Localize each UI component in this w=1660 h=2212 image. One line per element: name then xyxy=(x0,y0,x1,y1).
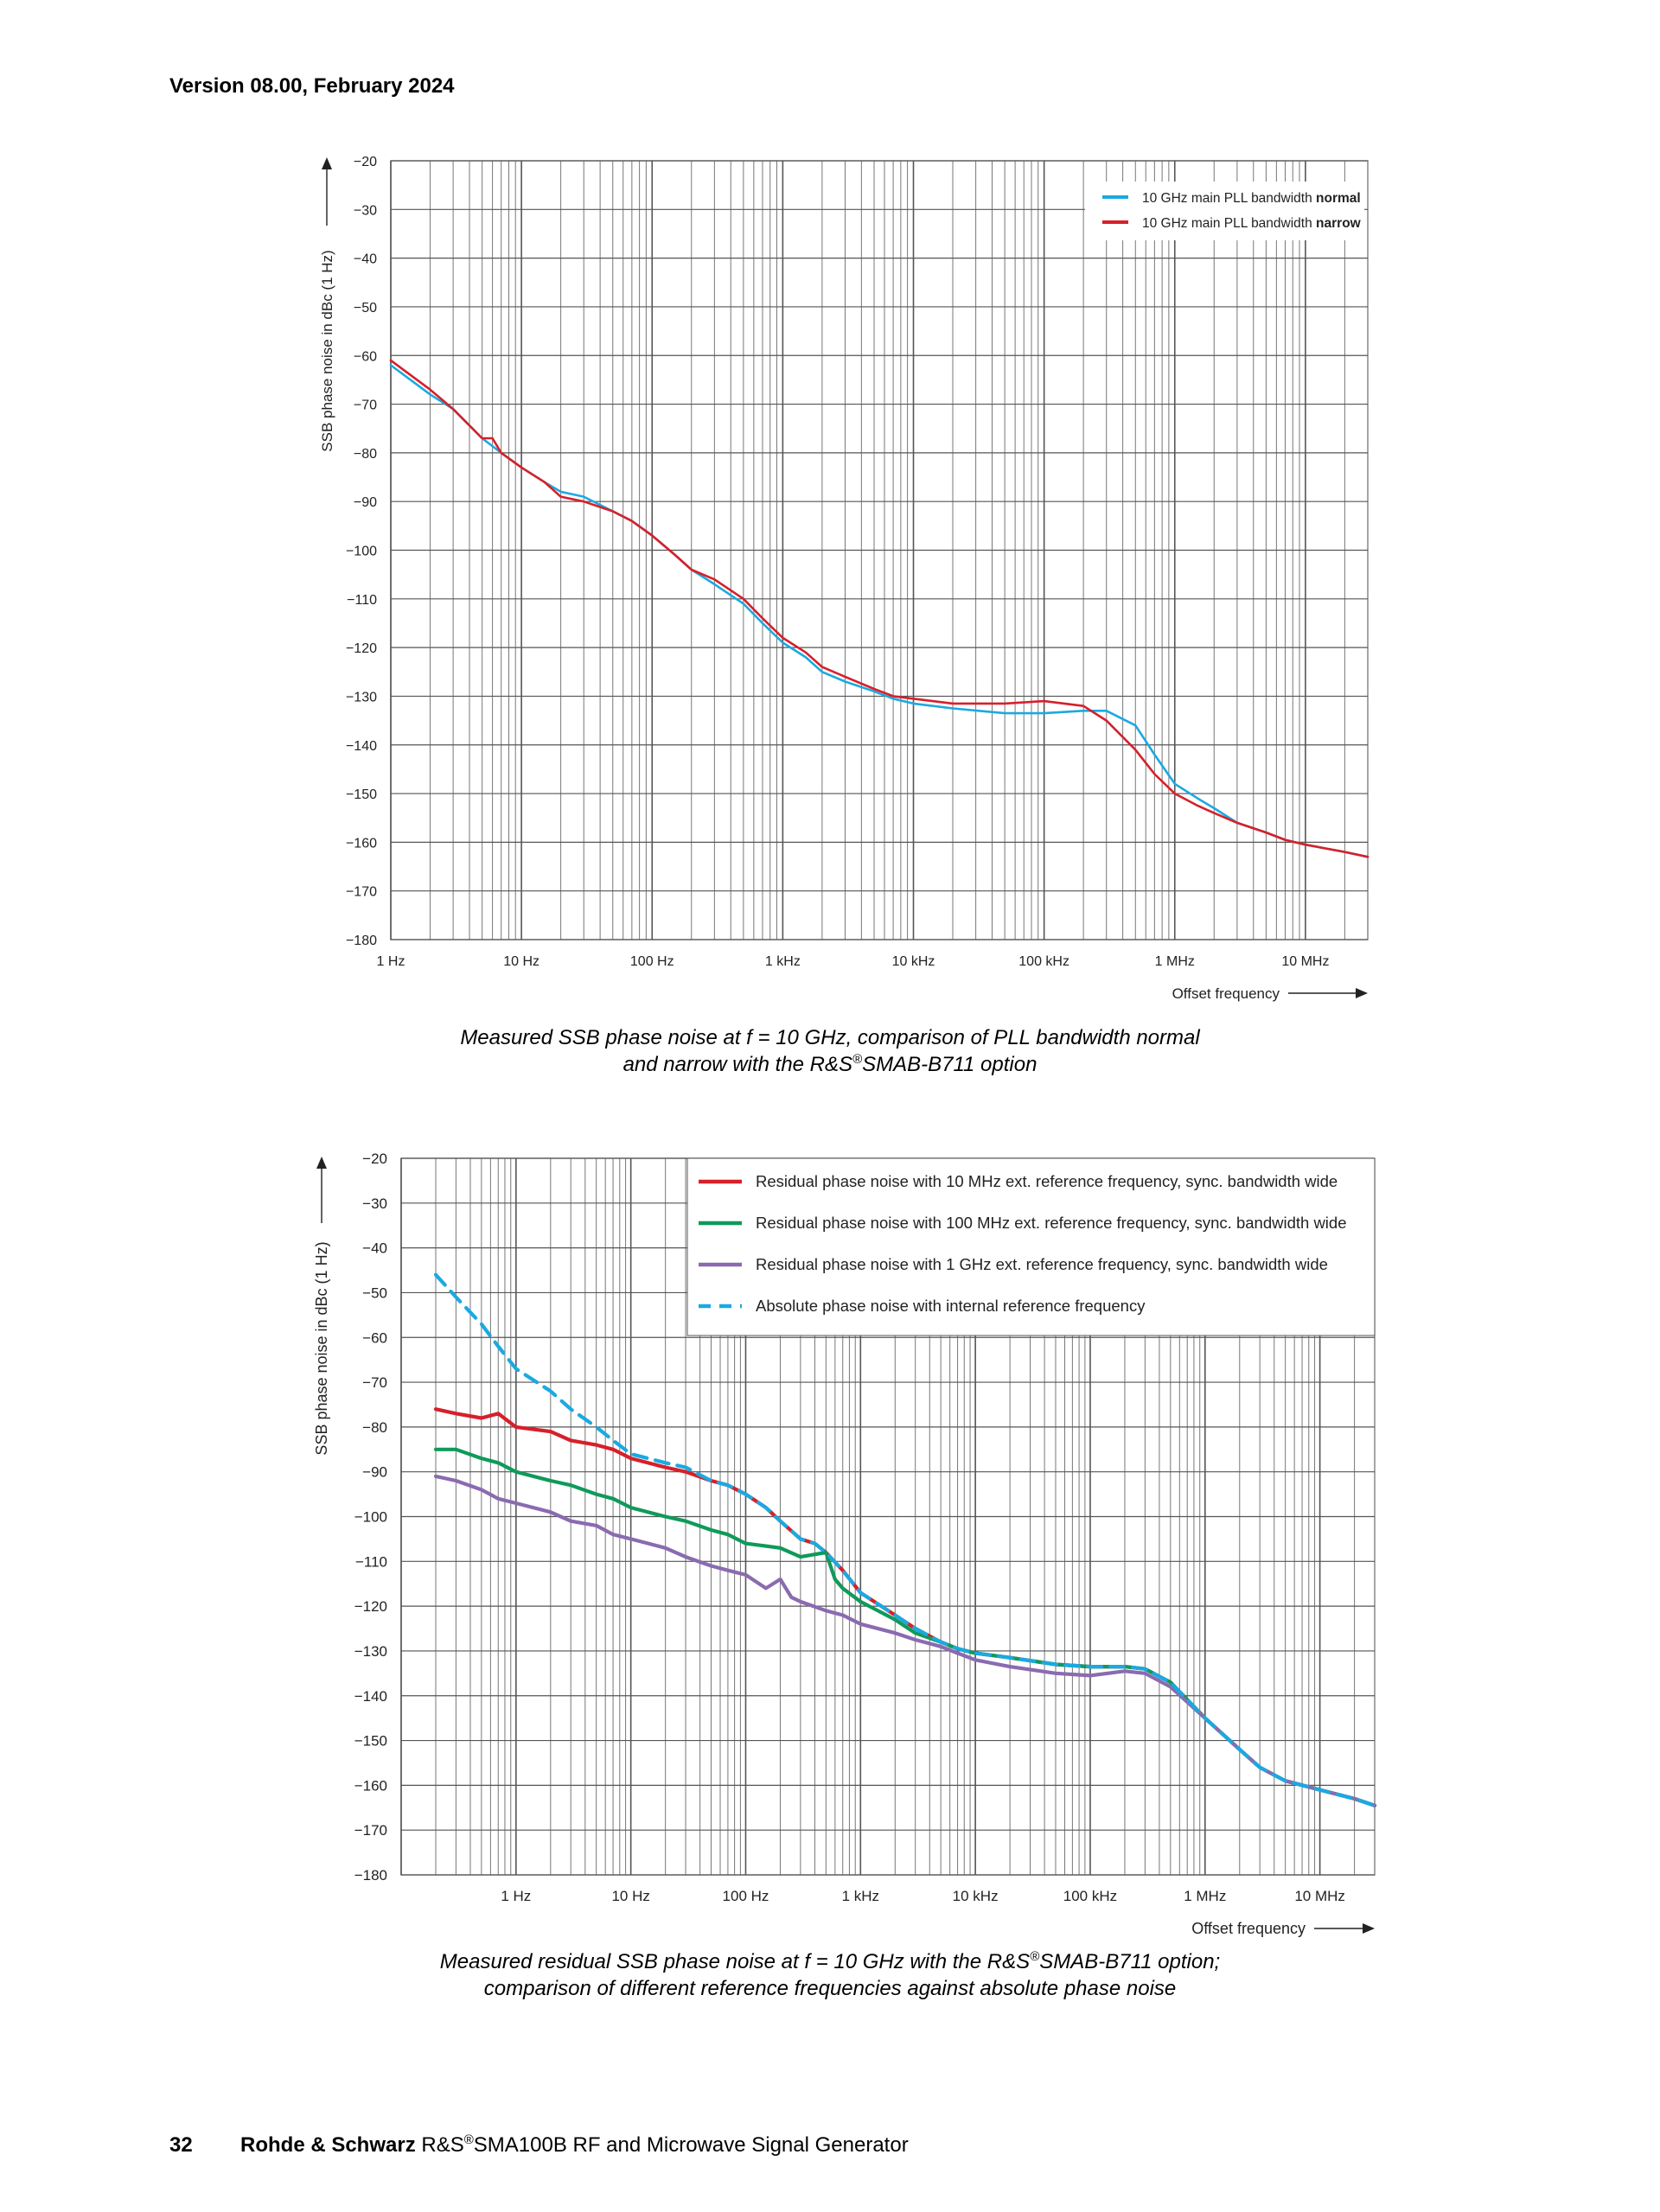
caption-line: Measured SSB phase noise at f = 10 GHz, … xyxy=(460,1026,1200,1049)
y-tick-label: −40 xyxy=(362,1240,387,1257)
axis-labels: SSB phase noise in dBc (1 Hz) Offset freq… xyxy=(313,1157,1375,1937)
y-axis-label: SSB phase noise in dBc (1 Hz) xyxy=(313,1241,330,1455)
caption-line: Measured residual SSB phase noise at f =… xyxy=(439,1949,1221,1973)
y-tick-label: −90 xyxy=(362,1464,387,1481)
x-tick-label: 10 MHz xyxy=(1281,954,1329,969)
legend: 10 GHz main PLL bandwidth normal 10 GHz m… xyxy=(1085,182,1364,240)
x-tick-label: 10 kHz xyxy=(953,1888,999,1904)
x-tick-label: 1 Hz xyxy=(377,954,405,969)
y-tick-label: −130 xyxy=(354,1643,387,1660)
y-tick-label: −80 xyxy=(362,1419,387,1436)
legend-label: Residual phase noise with 100 MHz ext. r… xyxy=(756,1214,1347,1232)
legend: Residual phase noise with 10 MHz ext. re… xyxy=(686,1157,1376,1336)
x-tick-label: 1 kHz xyxy=(765,954,801,969)
y-tick-label: −110 xyxy=(347,593,377,608)
brand-name: Rohde & Schwarz xyxy=(240,2133,416,2157)
series-line-4 xyxy=(433,1272,1377,1807)
y-tick-label: −130 xyxy=(346,690,377,704)
x-tick-label: 100 Hz xyxy=(723,1888,769,1904)
legend-label: Residual phase noise with 1 GHz ext. ref… xyxy=(756,1255,1328,1273)
legend-box xyxy=(1085,182,1364,240)
caption-chart-1: Measured SSB phase noise at f = 10 GHz, … xyxy=(0,1024,1660,1078)
page-footer: 32 Rohde & Schwarz R&S®SMA100B RF and Mic… xyxy=(169,2132,909,2157)
x-ticks: 1 Hz 10 Hz 100 Hz 1 kHz 10 kHz 100 kHz 1 MHz 10… xyxy=(377,954,1330,969)
x-axis-label: Offset frequency xyxy=(1172,985,1280,1002)
caption-line: and narrow with the R&S®SMAB-B711 option xyxy=(622,1052,1038,1076)
document-version: Version 08.00, February 2024 xyxy=(169,74,455,98)
y-tick-label: −150 xyxy=(346,787,377,802)
y-ticks: −20 −30 −40 −50 −60 −70 −80 −90 −100 −110 −120 −130… xyxy=(354,1151,387,1884)
legend-label: Residual phase noise with 10 MHz ext. re… xyxy=(756,1172,1338,1190)
y-ticks: −20 −30 −40 −50 −60 −70 −80 −90 −100 −110 −120 −130… xyxy=(346,155,377,948)
x-axis-label: Offset frequency xyxy=(1191,1920,1306,1937)
x-axis-arrowhead xyxy=(1363,1923,1375,1934)
y-axis-arrowhead xyxy=(316,1157,327,1169)
y-tick-label: −40 xyxy=(354,252,377,267)
y-tick-label: −170 xyxy=(354,1822,387,1839)
x-tick-label: 100 kHz xyxy=(1018,954,1069,969)
y-tick-label: −30 xyxy=(354,203,377,218)
y-tick-label: −180 xyxy=(346,934,377,948)
chart-pll-bandwidth: −20 −30 −40 −50 −60 −70 −80 −90 −100 −110 −120 −130… xyxy=(319,155,1370,1002)
axis-labels: SSB phase noise in dBc (1 Hz) Offset freq… xyxy=(319,157,1368,1002)
series-lines xyxy=(389,359,1370,858)
y-tick-label: −50 xyxy=(354,301,377,316)
y-tick-label: −70 xyxy=(354,398,377,413)
y-tick-label: −70 xyxy=(362,1374,387,1391)
caption-line: comparison of different reference freque… xyxy=(483,1977,1177,2000)
x-tick-label: 1 MHz xyxy=(1184,1888,1226,1904)
y-tick-label: −120 xyxy=(346,641,377,656)
y-tick-label: −150 xyxy=(354,1733,387,1750)
series-lines xyxy=(433,1272,1377,1807)
y-tick-label: −90 xyxy=(354,495,377,510)
y-axis-arrowhead xyxy=(322,157,332,169)
y-tick-label: −50 xyxy=(362,1284,387,1301)
chart-residual-phase-noise: −20 −30 −40 −50 −60 −70 −80 −90 −100 −110 −120 −130… xyxy=(313,1151,1377,1937)
series-line-2 xyxy=(389,359,1370,858)
series-line-1 xyxy=(389,364,1370,858)
y-tick-label: −100 xyxy=(346,545,377,559)
y-tick-label: −30 xyxy=(362,1195,387,1212)
x-tick-label: 10 MHz xyxy=(1294,1888,1345,1904)
y-tick-label: −140 xyxy=(346,739,377,754)
legend-label: Absolute phase noise with internal refer… xyxy=(756,1297,1146,1315)
legend-label: 10 GHz main PLL bandwidth narrow xyxy=(1142,216,1362,231)
y-tick-label: −110 xyxy=(355,1553,387,1570)
x-tick-label: 1 Hz xyxy=(501,1888,531,1904)
y-tick-label: −60 xyxy=(354,349,377,364)
y-tick-label: −140 xyxy=(354,1688,387,1705)
x-tick-label: 100 Hz xyxy=(630,954,674,969)
x-tick-label: 10 Hz xyxy=(503,954,540,969)
y-tick-label: −180 xyxy=(354,1867,387,1884)
y-tick-label: −80 xyxy=(354,447,377,462)
y-tick-label: −60 xyxy=(362,1329,387,1346)
x-tick-label: 1 kHz xyxy=(842,1888,879,1904)
caption-chart-2: Measured residual SSB phase noise at f =… xyxy=(0,1948,1660,2002)
y-tick-label: −160 xyxy=(346,836,377,851)
y-tick-label: −170 xyxy=(346,885,377,900)
y-tick-label: −20 xyxy=(354,155,377,169)
legend-label: 10 GHz main PLL bandwidth normal xyxy=(1142,191,1361,206)
y-tick-label: −20 xyxy=(362,1151,387,1167)
page-number: 32 xyxy=(169,2133,193,2157)
x-tick-label: 10 kHz xyxy=(892,954,935,969)
x-ticks: 1 Hz 10 Hz 100 Hz 1 kHz 10 kHz 100 kHz 1 MHz 10… xyxy=(501,1888,1345,1904)
y-axis-label: SSB phase noise in dBc (1 Hz) xyxy=(319,250,335,451)
x-tick-label: 10 Hz xyxy=(611,1888,649,1904)
y-tick-label: −160 xyxy=(354,1777,387,1794)
x-tick-label: 1 MHz xyxy=(1155,954,1195,969)
y-tick-label: −120 xyxy=(354,1598,387,1615)
legend-box xyxy=(686,1157,1376,1336)
x-axis-arrowhead xyxy=(1356,988,1368,998)
x-tick-label: 100 kHz xyxy=(1063,1888,1117,1904)
y-tick-label: −100 xyxy=(354,1509,387,1526)
